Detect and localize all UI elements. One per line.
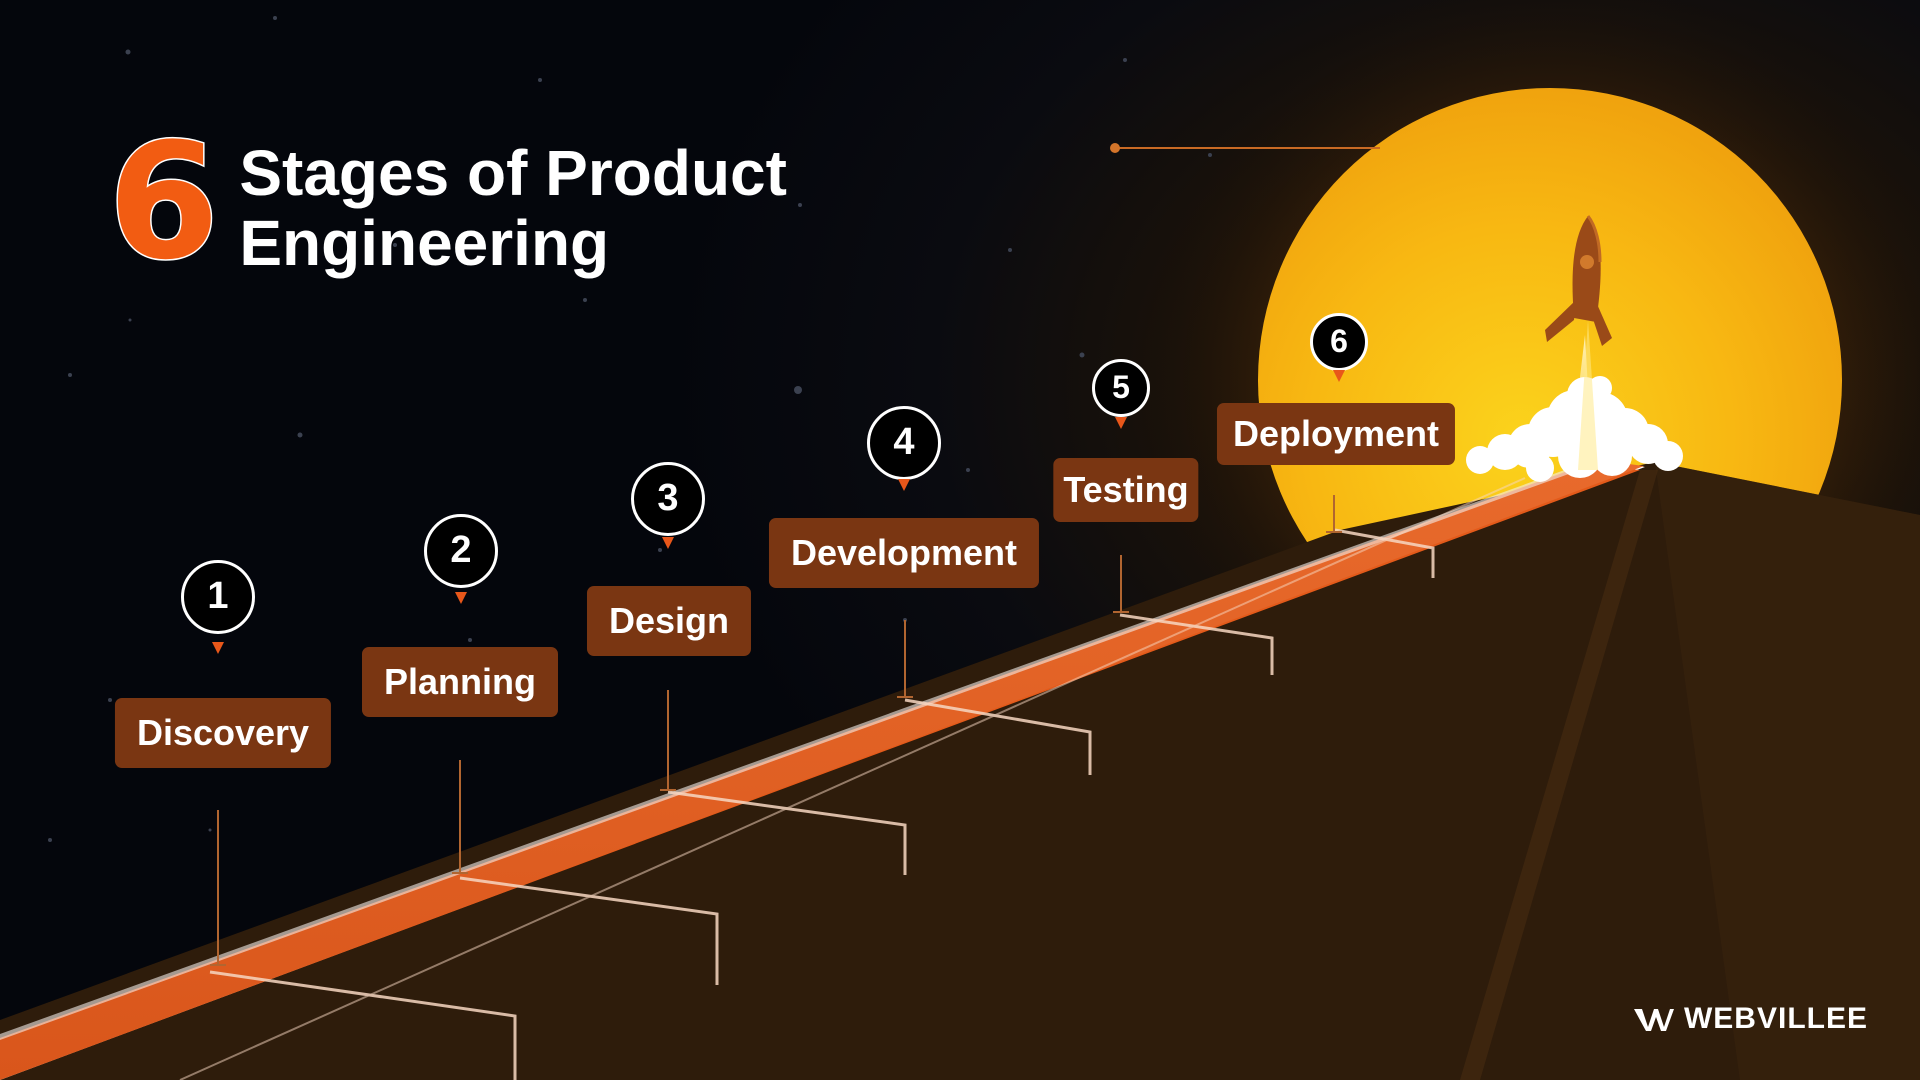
stage-1-label: Discovery [114, 698, 332, 768]
stage-5-label: Testing [1053, 458, 1199, 522]
stage-4-label: Development [768, 518, 1040, 588]
stage-1-number: 1 [181, 560, 255, 634]
connector-lines [217, 495, 1335, 965]
title-number: 6 [106, 108, 220, 295]
title-line-1: Stages of Product [239, 137, 787, 209]
stage-6-label: Deployment [1216, 403, 1456, 465]
mountain [0, 462, 1920, 1080]
stage-4-pointer [898, 479, 910, 491]
stage-5-pointer [1115, 417, 1127, 429]
stage-3-label: Design [586, 586, 752, 656]
stars [48, 16, 1212, 1043]
stage-3-pointer [662, 537, 674, 549]
stage-2-pointer [455, 592, 467, 604]
title-line-2: Engineering [239, 207, 610, 279]
connector-ticks [210, 531, 1342, 966]
rocket-flame [1578, 320, 1598, 470]
stage-5-number: 5 [1092, 359, 1150, 417]
title-block: 6 Stages of Product Engineering [106, 120, 787, 288]
stage-1-pointer [212, 642, 224, 654]
stage-6-pointer [1333, 370, 1345, 382]
road [0, 458, 1645, 1080]
stage-2-label: Planning [362, 647, 558, 717]
webvillee-logo-icon [1633, 1009, 1674, 1031]
stage-4-number: 4 [867, 406, 941, 480]
stage-2-number: 2 [424, 514, 498, 588]
brand-logo: WEBVILLEE [1633, 1002, 1868, 1036]
stage-3-number: 3 [631, 462, 705, 536]
stage-6-number: 6 [1310, 313, 1368, 371]
brand-name: WEBVILLEE [1683, 1002, 1868, 1035]
decor-dot [1110, 143, 1120, 153]
